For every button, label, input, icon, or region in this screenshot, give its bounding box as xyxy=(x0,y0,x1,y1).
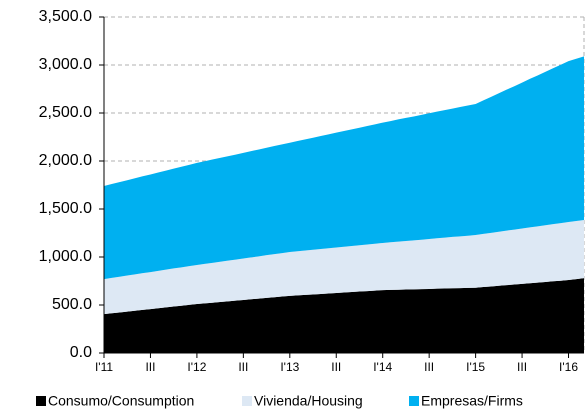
y-tick-label: 3,000.0 xyxy=(39,56,92,73)
y-tick-label: 1,000.0 xyxy=(39,248,92,265)
x-tick-label: III xyxy=(517,360,527,374)
y-tick-label: 0.0 xyxy=(70,344,92,361)
x-tick-label: I'12 xyxy=(187,360,206,374)
legend-label: Empresas/Firms xyxy=(421,393,523,409)
y-tick-label: 3,500.0 xyxy=(39,8,92,25)
x-tick-label: I'11 xyxy=(95,360,113,374)
x-tick-label: I'16 xyxy=(559,360,578,374)
area xyxy=(104,220,584,315)
legend-swatch xyxy=(409,396,419,406)
x-tick-label: I'13 xyxy=(280,360,299,374)
y-tick-label: 2,000.0 xyxy=(39,152,92,169)
legend-label: Consumo/Consumption xyxy=(48,393,194,409)
x-tick-label: I'14 xyxy=(373,360,392,374)
y-tick-label: 500.0 xyxy=(52,296,92,313)
x-tick-label: I'15 xyxy=(466,360,485,374)
area xyxy=(104,278,584,353)
area xyxy=(104,56,584,280)
y-tick-label: 1,500.0 xyxy=(39,200,92,217)
legend-label: Vivienda/Housing xyxy=(254,393,363,409)
x-tick-label: III xyxy=(331,360,341,374)
legend-swatch xyxy=(242,396,252,406)
x-tick-label: III xyxy=(424,360,434,374)
x-tick-label: III xyxy=(238,360,248,374)
legend-swatch xyxy=(36,396,46,406)
x-tick-label: III xyxy=(145,360,155,374)
y-tick-label: 2,500.0 xyxy=(39,104,92,121)
